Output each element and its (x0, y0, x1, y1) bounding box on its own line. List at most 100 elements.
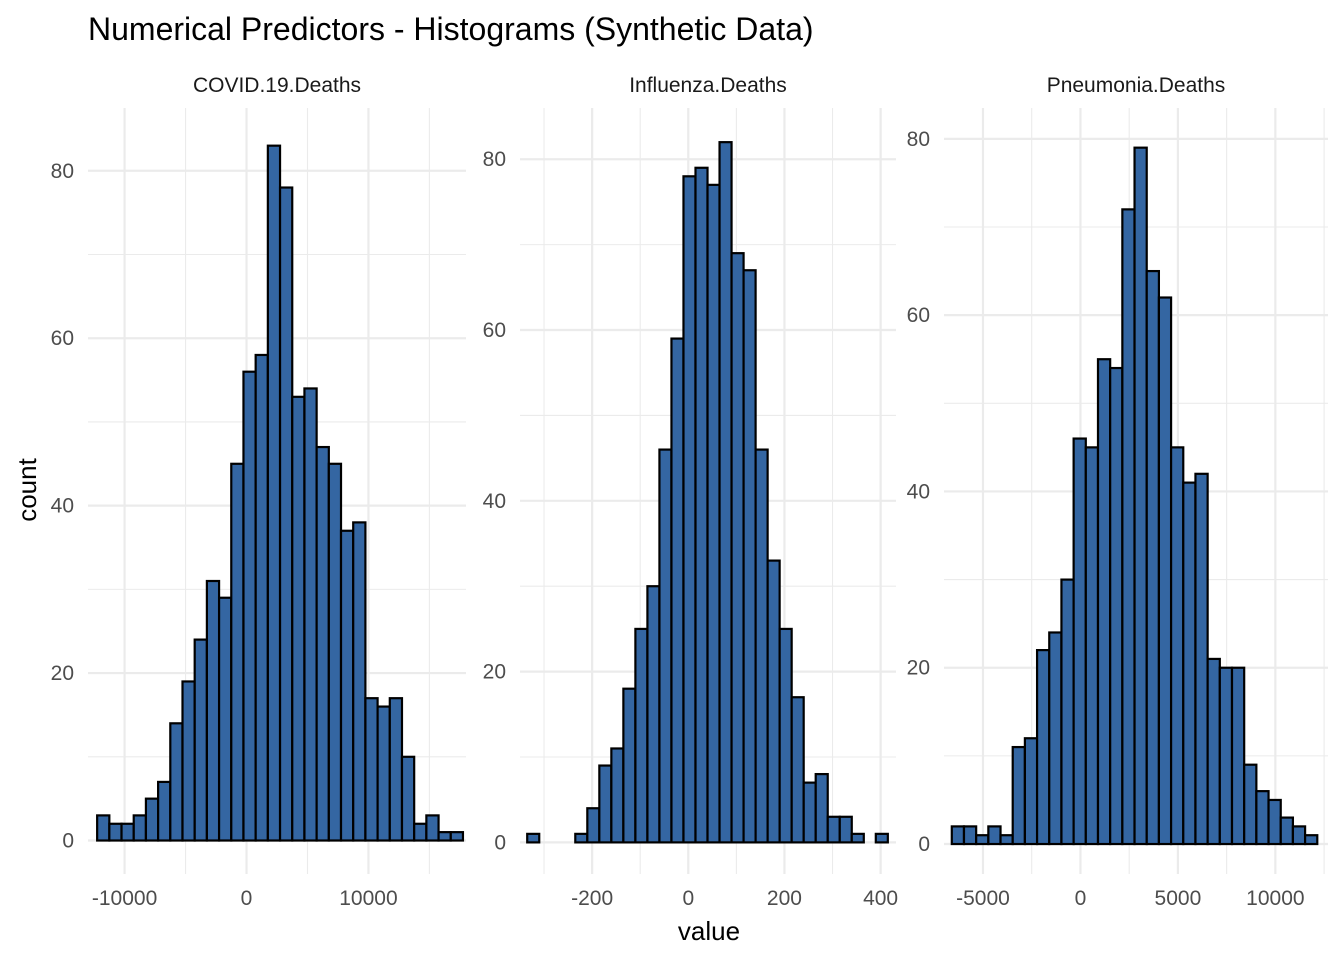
histogram-bar (838, 815, 853, 844)
chart-title: Numerical Predictors - Histograms (Synth… (88, 11, 814, 47)
histogram-bar (962, 825, 978, 846)
y-axis-title: count (12, 457, 42, 521)
histogram-bar (1060, 578, 1075, 846)
facet-panel-1: COVID.19.Deaths 0 20 40 60 80 -10000 0 10000 (51, 74, 466, 910)
histogram-bar (814, 772, 829, 844)
histogram-bar (1096, 358, 1112, 846)
histogram-bar (254, 353, 269, 842)
x-tick-label: 10000 (339, 887, 397, 910)
histogram-bar (634, 627, 649, 844)
histogram-bar (730, 252, 745, 844)
y-tick-label: 80 (907, 128, 930, 151)
histogram-bar (193, 638, 208, 842)
y-tick-label: 40 (907, 480, 930, 503)
facet-label: Pneumonia.Deaths (1047, 74, 1226, 97)
histogram-bar (598, 764, 613, 844)
histogram-bar (586, 807, 601, 844)
histogram-bar (449, 831, 465, 842)
histogram-bar (1243, 763, 1258, 846)
histogram-bar (291, 395, 306, 842)
histogram-bar (108, 822, 123, 842)
histogram-bar (1109, 366, 1124, 846)
histogram-bar (157, 780, 172, 842)
x-tick-label: 0 (241, 887, 253, 910)
histogram-bar (217, 596, 233, 842)
histogram-bar (1267, 798, 1282, 846)
histogram-bar (339, 529, 355, 842)
histogram-bar (526, 832, 541, 844)
histogram-bar (1023, 737, 1039, 846)
histogram-bar (742, 269, 757, 844)
histogram-bar (96, 814, 111, 842)
facet-label: Influenza.Deaths (629, 74, 787, 97)
y-tick-label: 60 (907, 304, 930, 327)
histogram-bar (1291, 825, 1307, 846)
facet-panel-2: Influenza.Deaths 0 20 40 60 80 -200 0 200 400 (483, 74, 898, 910)
x-tick-label: -5000 (956, 887, 1010, 910)
y-tick-label: 60 (483, 319, 506, 342)
y-tick-label: 20 (51, 662, 74, 685)
histogram-bar (242, 370, 257, 842)
histogram-bar (1145, 269, 1161, 846)
histogram-bar (1048, 631, 1063, 846)
histogram-bar (1084, 446, 1100, 846)
histogram-bar (999, 834, 1014, 846)
histogram-bar (132, 814, 148, 842)
histogram-bar (1218, 666, 1234, 846)
histogram-bar (754, 448, 769, 844)
histogram-bar (352, 521, 367, 842)
x-tick-label: 0 (1075, 887, 1087, 910)
y-tick-label: 0 (918, 833, 930, 856)
histogram-bar (376, 705, 391, 842)
histogram-bar (413, 822, 428, 842)
histogram-bar (1206, 657, 1221, 846)
histogram-bar (718, 141, 733, 844)
y-tick-label: 40 (483, 490, 506, 513)
x-tick-label: 5000 (1155, 887, 1202, 910)
histogram-bar (400, 755, 416, 842)
histogram-bar (1121, 208, 1136, 846)
histogram-bar (670, 337, 685, 844)
histogram-bar (303, 387, 318, 842)
histogram-bar (144, 797, 160, 842)
histogram-bar (1169, 446, 1185, 846)
histogram-bar (706, 183, 721, 844)
histogram-bar (437, 831, 452, 842)
facet-panels: COVID.19.Deaths 0 20 40 60 80 -10000 0 10000 Infl… (51, 74, 1328, 910)
y-tick-label: 0 (494, 831, 506, 854)
histogram-bar (327, 462, 343, 842)
y-tick-label: 80 (51, 160, 74, 183)
x-tick-label: -200 (571, 887, 613, 910)
histogram-bar (388, 697, 404, 842)
histogram-bar (826, 815, 841, 844)
x-tick-label: 10000 (1246, 887, 1304, 910)
histogram-bar (1011, 745, 1026, 846)
y-tick-label: 20 (907, 657, 930, 680)
histogram-bar (1157, 296, 1173, 846)
x-tick-label: -10000 (92, 887, 157, 910)
histogram-bar (1133, 146, 1148, 846)
y-tick-label: 0 (62, 830, 74, 853)
histogram-bar (1303, 834, 1319, 846)
histogram-bar (1182, 481, 1197, 846)
histogram-bar (802, 781, 817, 844)
histogram-bar (1194, 472, 1209, 846)
facet-label: COVID.19.Deaths (193, 74, 361, 97)
y-tick-label: 40 (51, 495, 74, 518)
histogram-bar (315, 445, 330, 842)
histogram-bar (850, 832, 865, 844)
x-axis-title: value (678, 916, 740, 946)
histogram-bar (1230, 666, 1246, 846)
histogram-bar (610, 747, 625, 844)
histogram-bar (278, 186, 294, 842)
histogram-bar (425, 814, 440, 842)
histogram-bar (766, 559, 781, 844)
histogram-bar (694, 166, 709, 844)
y-tick-label: 20 (483, 661, 506, 684)
histogram-bar (682, 175, 697, 844)
histogram-bar (874, 832, 889, 844)
histogram-bar (181, 680, 196, 842)
histogram-bar (120, 822, 135, 842)
histogram-bar (950, 825, 966, 846)
histogram-bar (574, 832, 589, 844)
